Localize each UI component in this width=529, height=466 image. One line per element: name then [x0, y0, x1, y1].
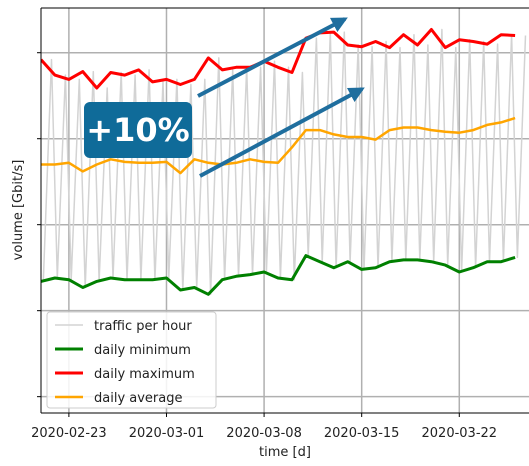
- y-axis-label: volume [Gbit/s]: [11, 160, 26, 261]
- legend-label: daily minimum: [94, 343, 191, 358]
- series-line: [41, 116, 516, 175]
- x-tick-label: 2020-03-15: [324, 426, 400, 441]
- arrow: [199, 87, 365, 178]
- x-axis-label: time [d]: [259, 445, 311, 460]
- legend-box: [46, 311, 217, 409]
- annotation: +10%: [86, 111, 189, 149]
- legend-label: daily average: [94, 391, 183, 406]
- x-tick-label: 2020-03-01: [129, 426, 205, 441]
- legend-label: traffic per hour: [94, 319, 192, 334]
- series-line: [41, 28, 516, 90]
- series-line: [42, 28, 527, 296]
- x-tick-label: 2020-02-23: [31, 426, 107, 441]
- series-line: [41, 254, 516, 296]
- annotation-box: [84, 102, 192, 158]
- arrow: [197, 17, 348, 98]
- x-tick-label: 2020-03-08: [226, 426, 302, 441]
- legend-label: daily maximum: [94, 367, 195, 382]
- x-tick-label: 2020-03-22: [422, 426, 498, 441]
